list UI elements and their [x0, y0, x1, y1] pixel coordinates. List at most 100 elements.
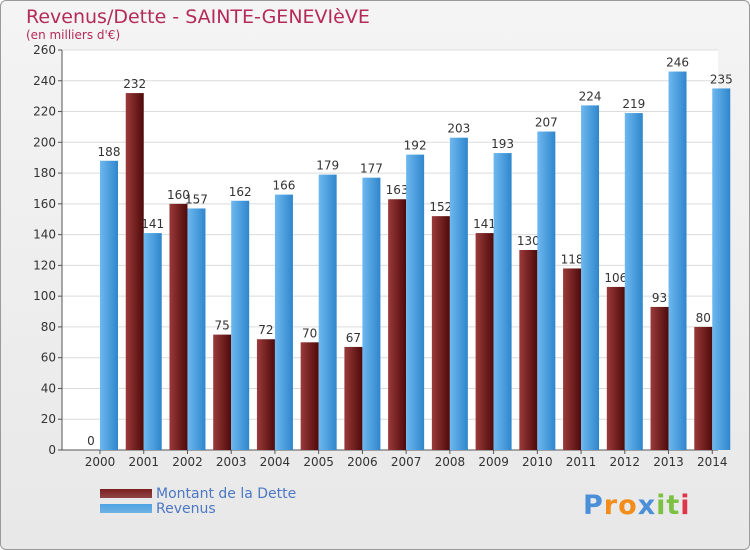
logo-letter: i [680, 490, 691, 521]
x-tick-label: 2009 [478, 455, 509, 469]
x-tick-label: 2008 [435, 455, 466, 469]
x-tick-label: 2005 [303, 455, 334, 469]
chart-subtitle: (en milliers d'€) [26, 28, 121, 42]
bar-revenus [406, 154, 425, 450]
legend-item-dette: Montant de la Dette [100, 485, 297, 502]
y-tick-label: 220 [33, 105, 56, 119]
x-tick-label: 2002 [172, 455, 203, 469]
data-label: 177 [360, 162, 383, 176]
y-tick-label: 180 [33, 166, 56, 180]
bar-revenus [449, 137, 468, 450]
bar-revenus [537, 131, 556, 451]
y-tick-label: 200 [33, 135, 56, 149]
bar-dette [650, 306, 669, 450]
data-label: 235 [710, 72, 733, 86]
bar-dette [606, 286, 625, 450]
bar-dette [169, 203, 188, 450]
data-label: 193 [491, 137, 514, 151]
y-tick-label: 240 [33, 74, 56, 88]
data-label: 93 [652, 291, 667, 305]
bar-dette [475, 233, 494, 450]
data-label: 130 [517, 234, 540, 248]
chart-title: Revenus/Dette - SAINTE-GENEVIèVE [26, 6, 370, 28]
bar-revenus [493, 153, 512, 451]
x-tick-label: 2001 [128, 455, 159, 469]
y-tick-label: 20 [41, 412, 56, 426]
data-label: 70 [302, 326, 317, 340]
legend-swatch-dette [100, 489, 152, 498]
data-label: 246 [666, 56, 689, 70]
logo-letter: P [583, 490, 604, 521]
logo-letter: r [603, 490, 619, 521]
bar-revenus [143, 233, 162, 450]
x-tick-label: 2012 [610, 455, 641, 469]
data-label: 118 [561, 252, 584, 266]
data-label: 188 [98, 145, 121, 159]
proxiti-logo: Proxiti [583, 490, 691, 521]
y-tick-label: 100 [33, 289, 56, 303]
bar-dette [256, 339, 275, 450]
data-label: 179 [316, 159, 339, 173]
data-label: 157 [185, 192, 208, 206]
y-tick-label: 160 [33, 197, 56, 211]
y-tick-label: 260 [33, 43, 56, 57]
data-label: 207 [535, 116, 558, 130]
data-label: 219 [622, 97, 645, 111]
bar-dette [300, 342, 319, 450]
x-tick-label: 2013 [653, 455, 684, 469]
logo-letter: x [637, 490, 657, 521]
bar-revenus [100, 160, 118, 450]
data-label: 166 [272, 179, 295, 193]
bar-revenus [668, 71, 687, 451]
bar-dette [125, 93, 144, 451]
x-tick-label: 2006 [347, 455, 378, 469]
x-tick-label: 2004 [260, 455, 291, 469]
bar-revenus [231, 200, 250, 450]
y-tick-label: 40 [41, 381, 56, 395]
data-label: 163 [386, 183, 409, 197]
bar-revenus [362, 177, 381, 450]
x-tick-label: 2011 [566, 455, 597, 469]
y-tick-label: 80 [41, 320, 56, 334]
y-tick-label: 140 [33, 228, 56, 242]
bar-dette [388, 199, 407, 450]
bar-revenus [712, 88, 731, 450]
data-label: 141 [141, 217, 164, 231]
bar-dette [344, 346, 363, 450]
data-label: 75 [215, 319, 230, 333]
x-tick-label: 2014 [697, 455, 728, 469]
x-tick-label: 2010 [522, 455, 553, 469]
bar-revenus [274, 194, 293, 450]
y-tick-label: 60 [41, 351, 56, 365]
data-label: 67 [346, 331, 361, 345]
bar-revenus [187, 208, 206, 450]
y-tick-label: 120 [33, 258, 56, 272]
data-label: 224 [579, 89, 602, 103]
y-tick-label: 0 [48, 443, 56, 457]
data-label: 106 [604, 271, 627, 285]
data-label: 192 [404, 139, 427, 153]
data-label: 72 [258, 323, 273, 337]
bar-revenus [624, 113, 643, 451]
legend-item-revenus: Revenus [100, 501, 296, 517]
bar-dette [694, 326, 713, 450]
bar-dette [563, 268, 582, 450]
legend: Montant de la Dette Revenus [100, 485, 297, 517]
data-label: 141 [473, 217, 496, 231]
logo-letter: o [618, 490, 638, 521]
bar-dette [213, 334, 232, 450]
bar-dette [519, 250, 538, 450]
bar-revenus [318, 174, 337, 450]
bar-dette [431, 216, 450, 450]
data-label: 203 [447, 122, 470, 136]
legend-swatch-revenus [100, 504, 152, 513]
data-label: 0 [87, 434, 95, 448]
legend-label-dette: Montant de la Dette [156, 485, 297, 502]
logo-letter: i [656, 490, 667, 521]
data-label: 160 [167, 188, 190, 202]
x-tick-label: 2007 [391, 455, 422, 469]
x-tick-label: 2003 [216, 455, 247, 469]
bar-revenus [581, 105, 600, 450]
logo-letter: t [666, 490, 681, 521]
